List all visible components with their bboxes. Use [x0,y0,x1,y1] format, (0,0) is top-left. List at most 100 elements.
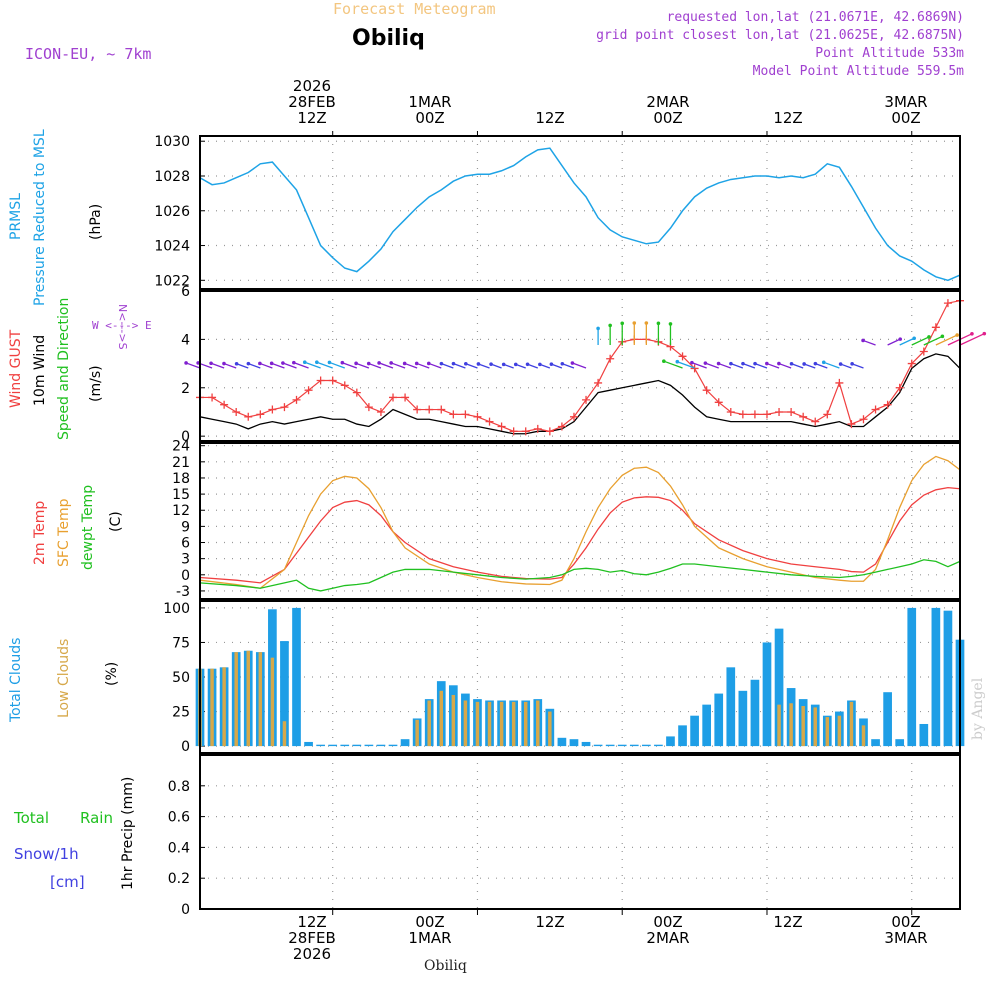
wind-arrow [478,363,490,369]
wind-arrow-head [644,321,649,325]
bottom-time-label: 12Z 28FEB 2026 [288,913,336,963]
wind-arrow [803,363,816,369]
total-cloud-bar [726,667,736,747]
total-cloud-bar [304,741,313,747]
wind-gust-marker [449,410,458,419]
wind-arrow [899,337,915,346]
wind-arrow-head [402,361,407,366]
temperature-ytick-label: 3 [181,552,190,568]
wind-arrow-head [927,335,931,339]
wind-arrow-head [184,361,188,365]
total-cloud-bar [316,744,325,747]
wind-gust-marker [835,378,844,387]
compass-rose: W <---> E [92,319,152,332]
wind-gust-marker [521,427,530,436]
low-cloud-bar [523,701,528,747]
wind-arrow [718,362,732,369]
precip-cm-label: [cm] [50,873,85,891]
wind-arrow-head [821,360,826,365]
precipitation-ytick-label: 0.2 [168,871,190,887]
low-cloud-bar [210,668,214,747]
total-cloud-bar [642,744,651,747]
total-cloud-bar [883,692,892,747]
wind-arrow-head [789,361,794,366]
wind-gust-marker [509,427,518,436]
wind-10m-line [199,353,961,435]
temperature-ytick-label: 9 [181,519,190,535]
bottom-time-label: 12Z [773,913,803,931]
bottom-time-label: 00Z 3MAR [884,913,928,947]
wind-ytick-label: 0 [181,429,190,445]
total-cloud-bar [376,744,386,747]
bottom-time-label: 12Z [535,913,565,931]
wind-gust-marker [811,417,820,426]
clouds-ytick-label: 25 [172,705,190,721]
wind-arrow-head [451,361,456,366]
wind-arrow-head [246,361,251,366]
total-cloud-bar [774,628,784,747]
wind-arrow [428,362,442,369]
total-cloud-bar [340,744,350,747]
wind-arrow [887,338,901,346]
clouds-ytick-label: 100 [163,601,190,617]
pressure-series-line [199,147,961,282]
wind-arrow [223,362,237,369]
wind-gust-marker [413,405,422,414]
low-cloud-bar [789,703,793,747]
wind-arrow [823,361,840,369]
wind-arrow-head [489,362,493,366]
wind-gust-marker [787,407,796,416]
wind-arrow-head [222,361,226,366]
wind-arrow-head [377,361,381,365]
low-cloud-bar [475,701,480,747]
wind-arrow [815,363,828,369]
wind-direction-arrows [184,321,987,369]
pressure-ytick-label: 1026 [154,204,190,220]
wind-gust-marker [340,381,349,390]
wind-gust-marker [389,393,398,402]
clouds-ytick-label: 0 [181,739,190,755]
wind-gust-marker [738,410,747,419]
wind-arrow-head [302,360,307,365]
low-cloud-bar [837,715,842,747]
wind-gust-marker [256,410,265,419]
point-altitude: Point Altitude 533m [815,46,964,61]
clouds-panel-frame [199,600,961,754]
wind-arrow [851,363,864,369]
total-cloud-bar [919,723,929,747]
wind-arrow [766,362,780,369]
wind-ytick-label: 4 [181,332,190,348]
wind-arrow-head [549,362,554,366]
wind-arrow-head [426,361,431,366]
wind-arrow [236,363,249,369]
wind-gust-marker [232,407,241,416]
low-cloud-bar [548,711,552,747]
temperature-ytick-label: 12 [172,503,190,519]
low-cloud-bar [270,657,275,747]
temperature-ytick-label: 6 [181,536,190,552]
low-cloud-bar [222,667,226,747]
wind-gust-marker [847,420,856,429]
wind-arrow [271,362,285,369]
wind-arrow-head [729,361,733,366]
pressure-panel-frame [199,135,961,290]
wind-gust-marker [292,395,301,404]
wind-arrow [304,361,321,369]
wind-gust-marker [485,417,494,426]
wind-arrow [923,335,943,346]
wind-arrow [185,362,201,369]
wind-gust-marker [401,393,410,402]
wind-arrow-head [668,322,673,326]
low-cloud-bar [801,706,805,747]
total-cloud-bar [280,641,289,747]
top-time-label: 12Z [773,109,803,127]
wind-arrow-head [620,321,625,326]
wind-arrow [911,336,930,346]
precipitation-ytick-label: 0.4 [168,840,190,856]
wind-arrow [378,362,394,369]
wind-arrow-head [596,326,600,331]
total-cloud-bar [654,744,663,747]
wind-arrow [453,363,466,369]
wind-arrow-head [765,361,769,366]
total-cloud-bar [907,607,917,747]
